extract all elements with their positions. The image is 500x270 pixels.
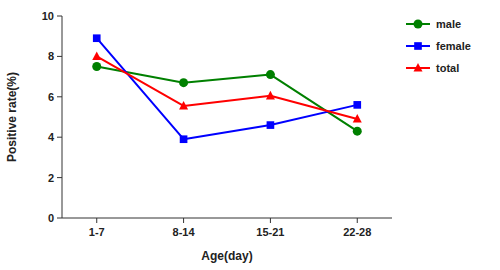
legend-marker [414, 63, 423, 72]
x-tick [270, 218, 271, 223]
y-tick-label: 10 [42, 10, 54, 22]
x-tick [183, 218, 184, 223]
x-axis-label: Age(day) [201, 249, 252, 263]
page: {"chart_data": {"type": "line", "xlabel"… [0, 0, 500, 270]
point [92, 62, 101, 71]
y-tick [57, 96, 62, 97]
point [353, 127, 362, 136]
point [353, 114, 362, 123]
x-tick [96, 218, 97, 223]
y-axis-line [62, 16, 63, 218]
x-tick-label: 8-14 [173, 226, 196, 238]
legend-label: male [436, 18, 461, 30]
plot-area [92, 34, 362, 143]
legend: male female total [406, 18, 471, 74]
y-tick-label: 0 [48, 212, 54, 224]
y-tick [57, 137, 62, 138]
x-axis-line [62, 218, 392, 219]
y-tick-label: 4 [48, 131, 55, 143]
series-line [97, 67, 358, 132]
point [353, 101, 361, 109]
y-tick [57, 56, 62, 57]
point [179, 101, 188, 110]
series-line [97, 38, 358, 139]
point [266, 91, 275, 100]
y-tick [57, 177, 62, 178]
x-tick [357, 218, 358, 223]
legend-marker [414, 42, 422, 50]
x-tick-label: 15-21 [256, 226, 284, 238]
point [267, 121, 275, 129]
y-tick [57, 218, 62, 219]
chart-container: 0 2 4 6 8 10 1-7 8-14 15-21 22-28 Age(day) Positive… [0, 0, 500, 270]
chart: 0 2 4 6 8 10 1-7 8-14 15-21 22-28 Age(day) Positive… [0, 0, 500, 270]
x-tick-label: 1-7 [89, 226, 105, 238]
y-axis-label: Positive rate(%) [5, 72, 19, 162]
point [180, 135, 188, 143]
legend-label: total [436, 62, 459, 74]
point [179, 78, 188, 87]
point [266, 70, 275, 79]
y-tick-label: 8 [48, 50, 54, 62]
x-tick-label: 22-28 [343, 226, 371, 238]
y-tick-label: 6 [48, 91, 54, 103]
y-tick [57, 16, 62, 17]
point [92, 51, 101, 60]
series-line [97, 56, 358, 119]
point [93, 34, 101, 42]
legend-label: female [436, 40, 471, 52]
y-tick-label: 2 [48, 172, 54, 184]
legend-marker [414, 20, 423, 29]
